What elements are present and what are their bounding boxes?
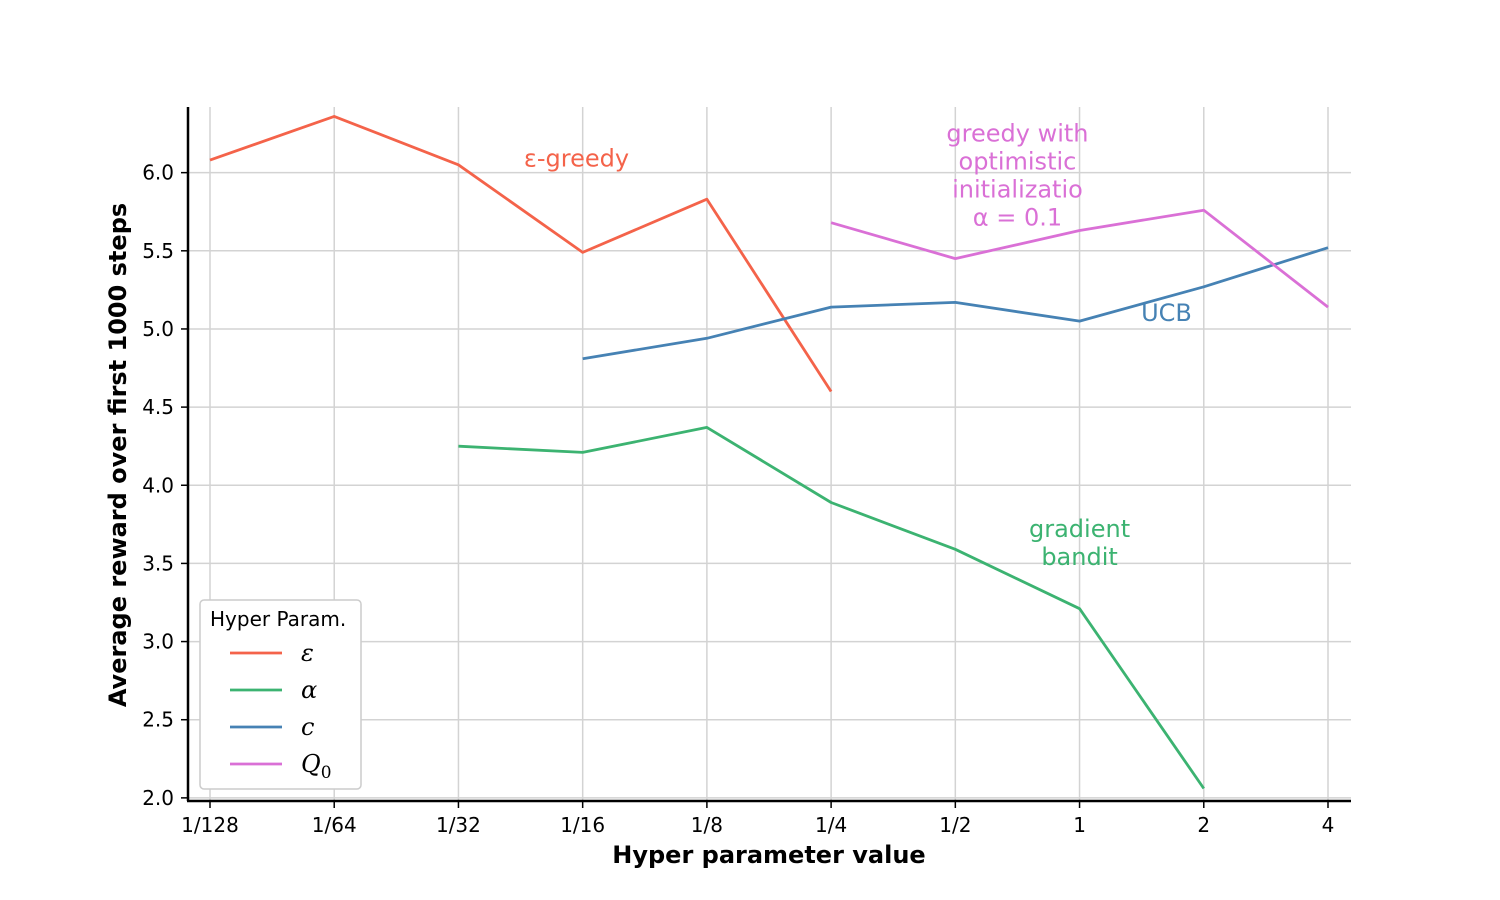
annotations: ε-greedy greedy withoptimisticinitializat… bbox=[524, 119, 1192, 570]
legend-label-text: c bbox=[301, 713, 314, 741]
axes bbox=[186, 107, 1351, 803]
legend-label-text: ε bbox=[301, 639, 314, 667]
annotation-c: UCB bbox=[1141, 299, 1192, 327]
legend-label-epsilon: ε bbox=[301, 639, 314, 667]
y-tick-label: 6.0 bbox=[142, 161, 174, 185]
annotation-alpha: bandit bbox=[1041, 543, 1117, 571]
ticks: 1/128 1/64 1/32 1/16 1/8 1/4 1/2 1 2 4 2.0 2.5 3.0 3.… bbox=[142, 161, 1334, 837]
legend-label-alpha: α bbox=[301, 676, 317, 704]
x-tick-label: 1/64 bbox=[312, 813, 357, 837]
legend-label-text: Q bbox=[301, 750, 321, 778]
x-tick-label: 4 bbox=[1322, 813, 1335, 837]
series-line-alpha bbox=[458, 425, 1205, 790]
y-axis-title: Average reward over first 1000 steps bbox=[104, 203, 132, 707]
legend-label-q0: Q0 bbox=[301, 750, 332, 783]
series-line-epsilon bbox=[209, 115, 833, 393]
annotation-epsilon: ε-greedy bbox=[524, 144, 629, 172]
y-tick-label: 2.0 bbox=[142, 786, 174, 810]
series-line-q0 bbox=[830, 208, 1329, 309]
annotation-q0: optimistic bbox=[959, 147, 1077, 175]
legend-label-text: α bbox=[301, 676, 317, 704]
series-lines bbox=[209, 115, 1329, 790]
series-line-c bbox=[582, 246, 1329, 361]
y-tick-label: 4.5 bbox=[142, 395, 174, 419]
y-tick-label: 4.0 bbox=[142, 473, 174, 497]
annotation-q0: α = 0.1 bbox=[973, 203, 1062, 231]
y-tick-label: 5.0 bbox=[142, 317, 174, 341]
x-axis-title: Hyper parameter value bbox=[612, 841, 925, 869]
annotation-alpha: gradient bbox=[1029, 515, 1130, 543]
legend-label-subscript: 0 bbox=[321, 763, 332, 783]
x-tick-label: 1 bbox=[1073, 813, 1086, 837]
x-tick-label: 2 bbox=[1197, 813, 1210, 837]
x-tick-label: 1/32 bbox=[436, 813, 481, 837]
grid bbox=[188, 107, 1351, 801]
legend-box bbox=[199, 599, 362, 790]
y-tick-label: 2.5 bbox=[142, 708, 174, 732]
legend-title: Hyper Param. bbox=[210, 607, 346, 631]
annotation-q0: greedy with bbox=[946, 119, 1088, 147]
y-tick-label: 3.5 bbox=[142, 551, 174, 575]
x-tick-label: 1/128 bbox=[181, 813, 239, 837]
x-tick-label: 1/4 bbox=[815, 813, 847, 837]
y-tick-label: 5.5 bbox=[142, 239, 174, 263]
annotation-q0: initializatio bbox=[952, 175, 1083, 203]
x-tick-label: 1/16 bbox=[560, 813, 605, 837]
legend-label-c: c bbox=[301, 713, 314, 741]
x-tick-label: 1/8 bbox=[691, 813, 723, 837]
x-tick-label: 1/2 bbox=[939, 813, 971, 837]
y-tick-label: 3.0 bbox=[142, 630, 174, 654]
